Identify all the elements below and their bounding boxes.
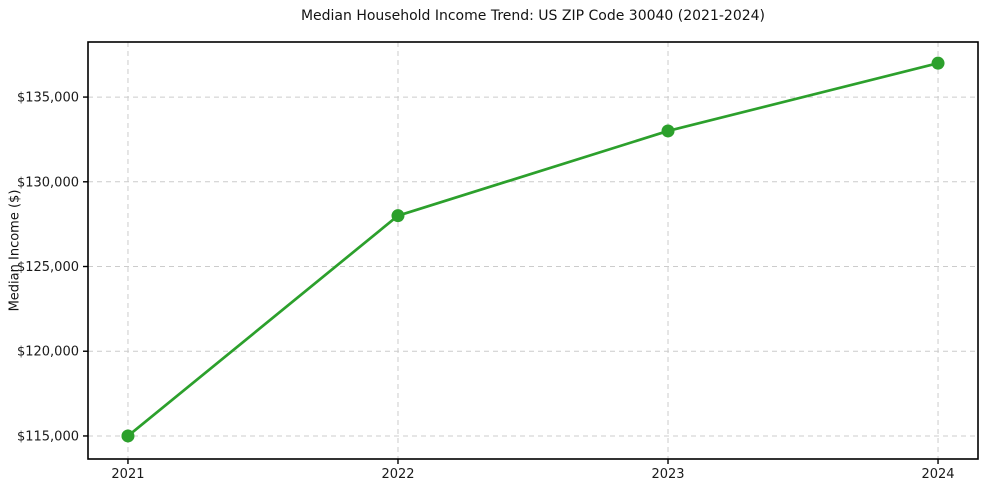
x-tick-label: 2021 xyxy=(111,467,144,482)
trend-line xyxy=(126,61,940,438)
chart-title: Median Household Income Trend: US ZIP Co… xyxy=(300,8,766,24)
y-axis-label: Median Income ($) xyxy=(7,189,23,312)
data-point-marker xyxy=(391,209,405,223)
y-tick-label: $135,000 xyxy=(17,91,79,106)
plot-border xyxy=(87,41,979,460)
data-point-marker xyxy=(121,429,135,443)
data-point-marker xyxy=(931,56,945,70)
x-tick-label: 2022 xyxy=(381,467,414,482)
y-tick-label: $125,000 xyxy=(17,260,79,275)
y-tick-label: $130,000 xyxy=(17,175,79,190)
x-tick-label: 2024 xyxy=(921,467,954,482)
y-tick-label: $115,000 xyxy=(17,429,79,444)
data-point-marker xyxy=(661,124,675,138)
y-tick-label: $120,000 xyxy=(17,345,79,360)
x-tick-label: 2023 xyxy=(651,467,684,482)
